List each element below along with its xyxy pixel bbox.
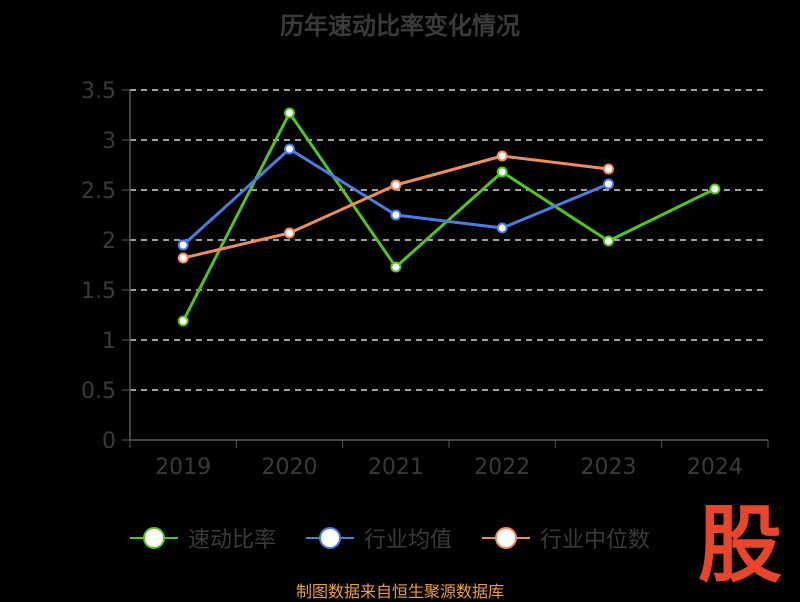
data-point xyxy=(284,143,295,155)
data-point xyxy=(496,222,508,234)
legend-dot xyxy=(143,527,165,549)
legend-swatch-icon xyxy=(130,526,178,550)
x-tick-label: 2024 xyxy=(687,455,743,480)
data-point xyxy=(177,252,189,264)
series-line-0 xyxy=(181,111,716,322)
chart-title: 历年速动比率变化情况 xyxy=(280,12,520,40)
legend-label: 速动比率 xyxy=(188,528,277,553)
legend-swatch-icon xyxy=(306,526,355,550)
legend-label: 行业均值 xyxy=(364,528,453,553)
grid-lines xyxy=(130,89,768,391)
data-point xyxy=(603,163,614,175)
data-point xyxy=(390,209,402,221)
x-tick-label: 2019 xyxy=(155,455,211,480)
legend-item-quick-ratio[interactable]: 速动比率 xyxy=(130,522,276,554)
data-point xyxy=(177,315,189,327)
y-tick-label: 0.5 xyxy=(81,379,116,404)
x-tick-label: 2023 xyxy=(581,455,637,480)
data-point xyxy=(496,150,508,162)
y-tick-label: 2.5 xyxy=(81,179,116,204)
y-tick-label: 1 xyxy=(102,329,116,354)
data-point xyxy=(284,107,295,119)
legend-dot xyxy=(319,527,342,549)
x-tick-label: 2020 xyxy=(262,455,318,480)
data-point xyxy=(390,179,402,191)
x-tick-label: 2021 xyxy=(368,455,424,480)
stock-logo: 股 xyxy=(697,495,782,594)
legend-swatch-icon xyxy=(482,526,531,550)
y-tick-label: 2 xyxy=(102,229,116,254)
series-line-2 xyxy=(182,154,609,260)
data-point xyxy=(603,178,614,190)
data-point xyxy=(603,235,614,247)
y-tick-label: 1.5 xyxy=(81,279,116,304)
y-tick-label: 3.5 xyxy=(81,79,116,104)
tick-labels: 0 0.5 1 1.5 2 2.5 3 3.5 2019 2020 2021 2022 2023 2024 xyxy=(81,79,743,480)
legend-dot xyxy=(495,527,518,549)
legend-label: 行业中位数 xyxy=(540,528,651,553)
series-lines xyxy=(177,107,721,327)
axes xyxy=(122,89,769,448)
legend-item-industry-mean[interactable]: 行业均值 xyxy=(306,522,452,554)
y-tick-label: 0 xyxy=(102,429,116,454)
data-point xyxy=(390,261,402,273)
data-point xyxy=(177,239,189,251)
legend-item-industry-median[interactable]: 行业中位数 xyxy=(482,522,650,554)
data-point xyxy=(496,166,508,178)
data-point xyxy=(284,227,295,239)
x-tick-label: 2022 xyxy=(474,455,530,480)
source-note: 制图数据来自恒生聚源数据库 xyxy=(295,582,504,601)
y-tick-label: 3 xyxy=(102,129,116,154)
legend: 速动比率 行业均值 行业中位数 xyxy=(130,518,650,558)
data-point xyxy=(709,183,721,195)
